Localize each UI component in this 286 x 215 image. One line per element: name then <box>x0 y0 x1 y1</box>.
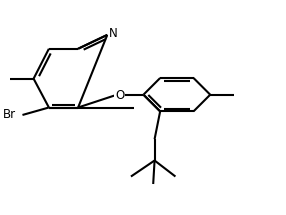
Text: Br: Br <box>2 109 15 121</box>
Text: O: O <box>115 89 124 102</box>
Text: N: N <box>109 27 118 40</box>
